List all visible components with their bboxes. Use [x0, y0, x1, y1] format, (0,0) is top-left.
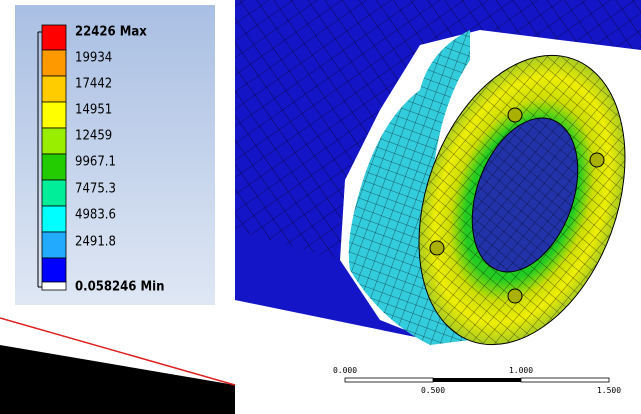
scale-label: 0.000 — [333, 366, 357, 375]
screenshot: 22426 Max 19934 17442 14951 12459 9967.1 7475.… — [0, 0, 641, 414]
legend-label: 0.058246 Min — [75, 280, 164, 295]
legend-label: 4983.6 — [75, 208, 116, 223]
legend-label: 12459 — [75, 129, 112, 144]
legend-label: 22426 Max — [75, 25, 147, 40]
edge-shape — [0, 345, 235, 414]
legend-label: 9967.1 — [75, 155, 116, 170]
color-bar — [42, 25, 66, 290]
scale-label: 0.500 — [421, 386, 445, 395]
legend-label: 2491.8 — [75, 235, 116, 250]
legend-label: 14951 — [75, 103, 112, 118]
scale-label: 1.500 — [597, 386, 621, 395]
legend-label: 7475.3 — [75, 182, 116, 197]
scale-label: 1.000 — [509, 366, 533, 375]
scale-bar — [345, 378, 609, 382]
model-view — [235, 0, 641, 373]
legend-label: 19934 — [75, 51, 112, 66]
legend-label: 17442 — [75, 77, 112, 92]
